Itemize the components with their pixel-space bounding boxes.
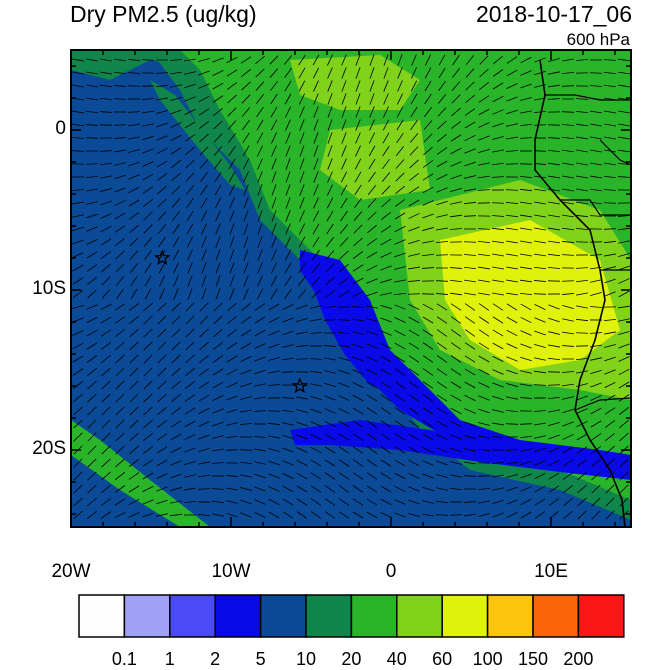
colorbar-swatch xyxy=(261,595,306,637)
colorbar-swatch xyxy=(488,595,533,637)
wind-barb xyxy=(436,255,448,256)
map-plot-area xyxy=(71,50,631,527)
colorbar-swatch xyxy=(170,595,215,637)
wind-barb xyxy=(464,242,476,243)
lon-label-10e: 10E xyxy=(521,561,581,583)
lon-label-20w: 20W xyxy=(41,561,101,583)
colorbar-swatch xyxy=(578,595,623,637)
colorbar-swatch xyxy=(215,595,260,637)
colorbar-swatch xyxy=(397,595,442,637)
wind-barb xyxy=(296,359,308,360)
wind-barb xyxy=(198,489,210,490)
colorbar-swatch xyxy=(79,595,124,637)
lon-label-0: 0 xyxy=(361,561,421,583)
lat-label-20s: 20S xyxy=(16,438,66,460)
lon-label-10w: 10W xyxy=(201,561,261,583)
colorbar xyxy=(79,595,624,637)
wind-barb xyxy=(268,411,280,412)
wind-barb xyxy=(590,73,602,74)
colorbar-swatch xyxy=(442,595,487,637)
wind-barb xyxy=(86,164,98,165)
colorbar-swatch xyxy=(533,595,578,637)
wind-barb xyxy=(604,203,616,204)
wind-barb xyxy=(534,125,546,126)
colorbar-swatch xyxy=(306,595,351,637)
lat-label-10s: 10S xyxy=(16,278,66,300)
colorbar-swatch xyxy=(124,595,169,637)
wind-barb xyxy=(548,385,560,386)
colorbar-swatch xyxy=(351,595,396,637)
lat-label-0: 0 xyxy=(16,118,66,140)
wind-barb xyxy=(478,463,490,464)
